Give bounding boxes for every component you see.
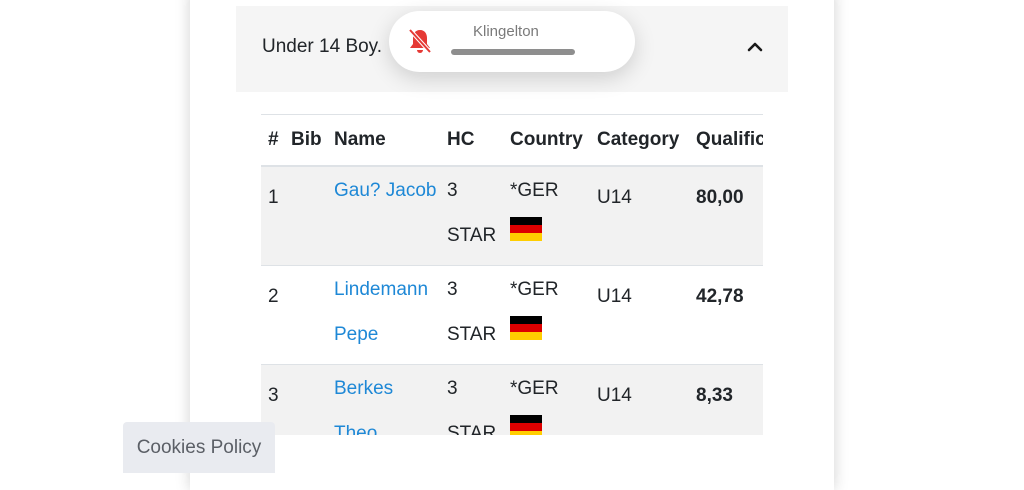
category-cell: U14: [590, 265, 689, 365]
table-row: 3 Berkes Theo 3 STAR *GER U14 8,33: [261, 364, 763, 435]
hc-cell: 3 STAR: [440, 166, 503, 266]
name-cell: Lindemann Pepe: [327, 265, 440, 365]
athlete-link[interactable]: Gau? Jacob: [334, 179, 440, 203]
athlete-link[interactable]: Lindemann Pepe: [334, 278, 440, 354]
hc-value: 3: [447, 378, 458, 399]
bib-cell: [284, 166, 327, 266]
athlete-link[interactable]: Berkes Theo: [334, 377, 440, 435]
hc-unit: STAR: [447, 423, 497, 435]
col-name: Name: [327, 115, 440, 167]
country-code: *GER: [510, 279, 559, 300]
qualification-score: 80,00: [689, 166, 763, 266]
athlete-name-second-line: Theo: [334, 423, 378, 435]
germany-flag-icon: [510, 415, 542, 435]
name-cell: Gau? Jacob: [327, 166, 440, 266]
ringtone-notification: Klingelton: [389, 11, 635, 72]
qualification-score: 42,78: [689, 265, 763, 365]
hc-unit: STAR: [447, 225, 497, 246]
col-category: Category: [590, 115, 689, 167]
athlete-name-second-line: Pepe: [334, 324, 379, 345]
results-table: # Bib Name HC Country Category Qualific …: [261, 114, 763, 435]
qualification-score: 8,33: [689, 364, 763, 435]
hc-value: 3: [447, 279, 458, 300]
volume-bar: [451, 49, 575, 55]
col-qualification: Qualific: [689, 115, 763, 167]
athlete-name-first-line: Lindemann: [334, 279, 429, 300]
rank-cell: 1: [261, 166, 284, 266]
country-code: *GER: [510, 180, 559, 201]
col-country: Country: [503, 115, 590, 167]
country-cell: *GER: [503, 166, 590, 266]
bib-cell: [284, 265, 327, 365]
hc-unit: STAR: [447, 324, 497, 345]
col-rank: #: [261, 115, 284, 167]
athlete-name-first-line: Gau? Jacob: [334, 180, 437, 201]
hc-cell: 3 STAR: [440, 265, 503, 365]
germany-flag-icon: [510, 217, 542, 241]
col-hc: HC: [440, 115, 503, 167]
chevron-up-icon[interactable]: [746, 38, 764, 56]
country-cell: *GER: [503, 265, 590, 365]
table-row: 1 Gau? Jacob 3 STAR *GER U14 80,0: [261, 166, 763, 266]
category-cell: U14: [590, 364, 689, 435]
country-cell: *GER: [503, 364, 590, 435]
name-cell: Berkes Theo: [327, 364, 440, 435]
cookies-policy-button[interactable]: Cookies Policy: [123, 422, 275, 473]
notification-label: Klingelton: [473, 23, 539, 40]
table-header-row: # Bib Name HC Country Category Qualific: [261, 115, 763, 167]
bib-cell: [284, 364, 327, 435]
hc-cell: 3 STAR: [440, 364, 503, 435]
germany-flag-icon: [510, 316, 542, 340]
athlete-name-first-line: Berkes: [334, 378, 394, 399]
rank-cell: 2: [261, 265, 284, 365]
bell-muted-icon: [408, 28, 432, 54]
rank-cell: 3: [261, 364, 284, 435]
table-row: 2 Lindemann Pepe 3 STAR *GER U14 4: [261, 265, 763, 365]
category-cell: U14: [590, 166, 689, 266]
col-bib: Bib: [284, 115, 327, 167]
accordion-title: Under 14 Boy.: [262, 36, 383, 57]
hc-value: 3: [447, 180, 458, 201]
country-code: *GER: [510, 378, 559, 399]
